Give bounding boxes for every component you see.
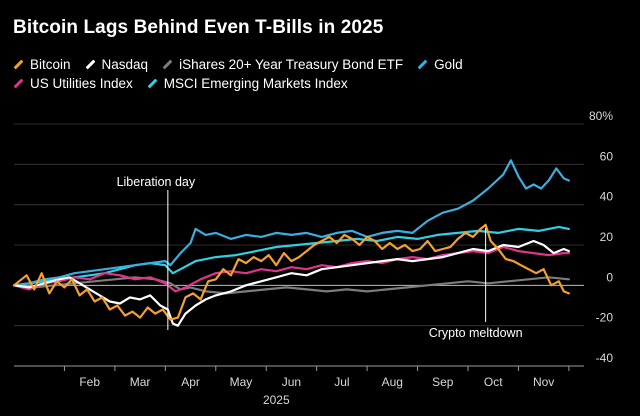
x-tick-label: Jul (334, 375, 349, 389)
x-tick-label: May (230, 375, 253, 389)
x-tick-label: Oct (484, 375, 503, 389)
x-tick-label: Sep (432, 375, 454, 389)
legend-row-2: US Utilities Index MSCI Emerging Markets… (13, 74, 623, 93)
legend-item-utilities: US Utilities Index (13, 74, 133, 93)
legend-label: US Utilities Index (30, 76, 133, 91)
y-tick-label: -20 (596, 311, 614, 325)
legend-label: iShares 20+ Year Treasury Bond ETF (179, 57, 404, 72)
series-line-us-utilities-index (12, 245, 570, 293)
legend-item-bitcoin: Bitcoin (13, 55, 71, 74)
legend-label: Gold (434, 57, 463, 72)
series-line-msci-emerging-markets-index (12, 225, 570, 287)
x-tick-label: Feb (79, 375, 100, 389)
legend-label: Bitcoin (30, 57, 71, 72)
legend-label: MSCI Emerging Markets Index (163, 76, 348, 91)
series-line-nasdaq (12, 239, 570, 327)
legend-item-gold: Gold (417, 55, 463, 74)
y-tick-label: 0 (606, 270, 613, 284)
chart-title: Bitcoin Lags Behind Even T-Bills in 2025 (13, 17, 384, 38)
x-tick-label: Jun (282, 375, 301, 389)
y-tick-label: 40 (600, 190, 614, 204)
legend: Bitcoin Nasdaq iShares 20+ Year Treasury… (13, 55, 623, 93)
series-line-bitcoin (12, 223, 570, 321)
y-tick-label: 80% (589, 109, 613, 123)
y-tick-label: 60 (600, 149, 614, 163)
x-tick-label: Mar (130, 375, 151, 389)
legend-row-1: Bitcoin Nasdaq iShares 20+ Year Treasury… (13, 55, 623, 74)
x-tick-label: Apr (181, 375, 200, 389)
annotation-label: Crypto meltdown (429, 326, 523, 340)
legend-item-emerging-markets: MSCI Emerging Markets Index (147, 74, 348, 93)
legend-label: Nasdaq (101, 57, 149, 72)
y-tick-label: 20 (600, 230, 614, 244)
legend-item-nasdaq: Nasdaq (85, 55, 149, 74)
y-tick-label: -40 (596, 351, 614, 365)
x-tick-label: Nov (533, 375, 554, 389)
series-line-ishares-20-year-treasury-bond-etf (12, 276, 570, 295)
series-line-gold (12, 159, 570, 287)
x-tick-label: Aug (382, 375, 403, 389)
legend-item-treasury-etf: iShares 20+ Year Treasury Bond ETF (162, 55, 403, 74)
annotation-label: Liberation day (117, 175, 196, 189)
x-axis-label: 2025 (263, 393, 290, 407)
